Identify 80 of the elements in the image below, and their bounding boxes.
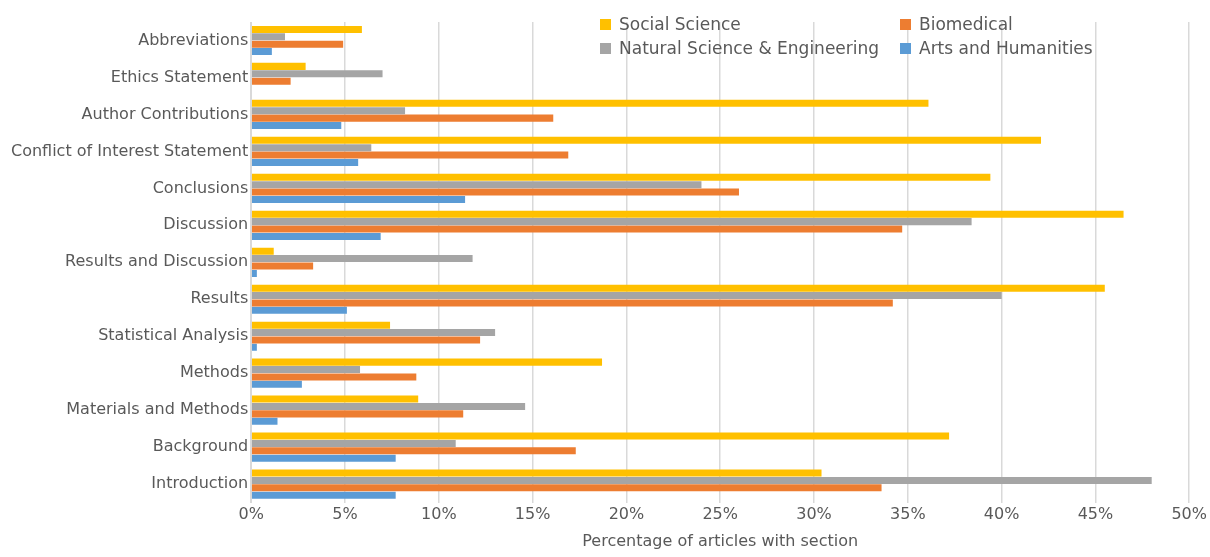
bar: [251, 373, 417, 381]
y-tick-label: Author Contributions: [81, 103, 249, 123]
bar: [251, 114, 554, 122]
bar: [251, 122, 342, 130]
bar: [251, 144, 372, 152]
x-tick-label: 50%: [1171, 504, 1207, 524]
bar: [251, 255, 473, 263]
x-axis-title: Percentage of articles with section: [582, 530, 859, 550]
bar: [251, 218, 972, 226]
bar: [251, 439, 456, 447]
x-tick-label: 30%: [796, 504, 832, 524]
bar: [251, 225, 903, 233]
y-tick-label: Materials and Methods: [66, 399, 249, 419]
bar: [251, 181, 702, 189]
x-tick-label: 0%: [238, 504, 264, 524]
legend-label: Natural Science & Engineering: [618, 38, 881, 58]
y-tick-label: Introduction: [151, 473, 249, 493]
y-tick-label: Abbreviations: [138, 29, 249, 49]
bar: [251, 432, 950, 440]
x-tick-label: 25%: [702, 504, 738, 524]
bar: [251, 62, 306, 70]
bar: [251, 299, 893, 307]
bar: [251, 292, 1002, 300]
x-tick-label: 15%: [514, 504, 551, 524]
y-tick-label: Conflict of Interest Statement: [10, 140, 249, 160]
bar: [251, 284, 1105, 292]
x-tick-label: 5%: [332, 504, 358, 524]
bar: [251, 136, 1042, 144]
bar: [251, 269, 257, 277]
bar: [251, 173, 991, 181]
bar: [251, 306, 347, 314]
legend-label: Biomedical: [918, 14, 1014, 34]
y-tick-label: Results: [190, 288, 249, 308]
bar: [251, 188, 739, 196]
bar: [251, 158, 359, 166]
bar: [251, 321, 391, 329]
y-tick-label: Statistical Analysis: [98, 325, 249, 345]
x-tick-label: 45%: [1077, 504, 1114, 524]
bar: [251, 48, 272, 56]
x-tick-label: 35%: [890, 504, 926, 524]
x-tick-label: 10%: [421, 504, 457, 524]
bar: [251, 358, 603, 366]
x-tick-label: 40%: [983, 504, 1020, 524]
bar: [251, 484, 882, 492]
bar: [251, 210, 1124, 218]
bar: [251, 395, 419, 403]
bar: [251, 262, 314, 270]
bar: [251, 491, 396, 499]
bar: [251, 336, 481, 344]
bar: [251, 151, 569, 159]
x-tick-label: 20%: [608, 504, 645, 524]
bar: [251, 366, 361, 374]
legend-label: Arts and Humanities: [918, 38, 1094, 58]
y-tick-label: Background: [152, 436, 249, 456]
y-tick-label: Methods: [179, 362, 249, 382]
bar: [251, 99, 929, 107]
bar: [251, 195, 466, 203]
bar: [251, 402, 526, 410]
y-tick-label: Discussion: [163, 214, 249, 234]
bar: [251, 329, 496, 337]
legend-label: Social Science: [618, 14, 742, 34]
y-tick-label: Results and Discussion: [65, 251, 249, 271]
bar: [251, 232, 381, 240]
bar: [251, 25, 362, 33]
bar: [251, 417, 278, 425]
bar: [251, 410, 464, 418]
bar: [251, 40, 344, 48]
bar: [251, 343, 257, 351]
bar: [251, 380, 302, 388]
y-tick-label: Conclusions: [152, 177, 249, 197]
bar: [251, 33, 285, 41]
bar: [251, 107, 406, 115]
y-tick-label: Ethics Statement: [110, 66, 249, 86]
bar: [251, 447, 576, 455]
bar: [251, 469, 822, 477]
bar: [251, 454, 396, 462]
bar: [251, 247, 274, 255]
bar: [251, 70, 383, 78]
bar: [251, 77, 291, 85]
bar: [251, 476, 1152, 484]
